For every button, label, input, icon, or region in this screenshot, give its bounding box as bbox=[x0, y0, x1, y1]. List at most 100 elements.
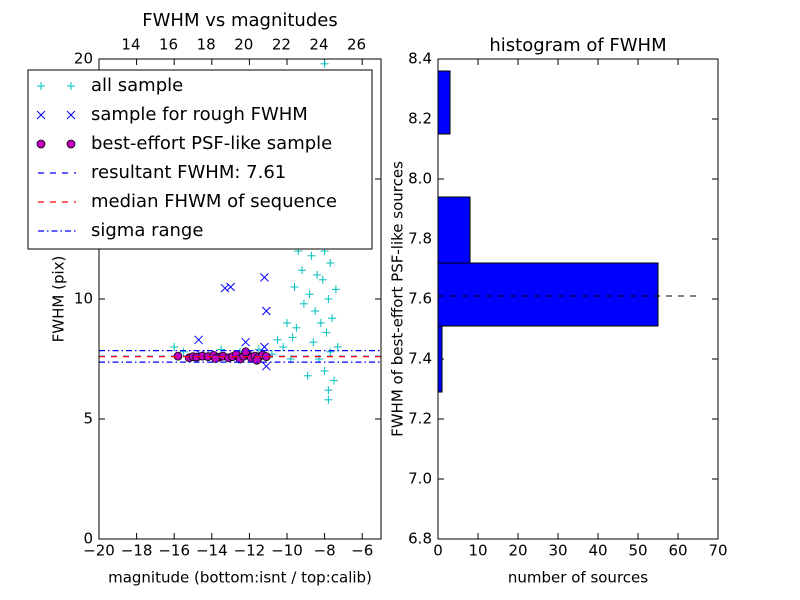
point bbox=[313, 271, 322, 279]
top-tick-label: 16 bbox=[159, 36, 178, 54]
point bbox=[66, 139, 76, 149]
marker-stroke bbox=[66, 110, 76, 120]
point bbox=[290, 283, 299, 291]
point bbox=[292, 323, 301, 332]
point bbox=[298, 266, 307, 275]
x-tick-label: 30 bbox=[548, 542, 567, 560]
x-tick-label: −10 bbox=[271, 542, 303, 560]
bar bbox=[438, 196, 471, 264]
y-axis-label: FWHM (pix) bbox=[50, 256, 68, 343]
y-tick-label: 8.2 bbox=[408, 110, 432, 128]
scatter-panel: −20−18−16−14−12−10−8−605101520magnitude … bbox=[27, 10, 382, 587]
point bbox=[179, 347, 188, 356]
y-tick-label: 0 bbox=[83, 530, 93, 548]
marker-stroke bbox=[36, 110, 46, 120]
legend: all sample sample for rough FWHM best-effo… bbox=[27, 69, 373, 250]
marker-dot bbox=[252, 355, 262, 365]
marker-stroke bbox=[261, 361, 271, 371]
top-tick-label: 22 bbox=[272, 36, 291, 54]
y-tick-label: 20 bbox=[74, 50, 93, 68]
legend-label: all sample bbox=[91, 75, 183, 96]
marker-dot bbox=[36, 139, 46, 149]
point bbox=[333, 343, 342, 351]
y-tick-label: 8.4 bbox=[408, 50, 432, 68]
y-tick-label: 6.8 bbox=[408, 530, 432, 548]
point bbox=[217, 345, 226, 354]
marker-dot bbox=[241, 347, 251, 357]
point bbox=[311, 307, 320, 315]
point bbox=[66, 110, 76, 120]
x-tick-label: −20 bbox=[83, 542, 115, 560]
x-tick-label: −18 bbox=[121, 542, 153, 560]
point bbox=[309, 338, 318, 347]
y-tick-label: 7.4 bbox=[408, 350, 432, 368]
top-tick-label: 18 bbox=[197, 36, 216, 54]
chart-title: histogram of FWHM bbox=[489, 35, 666, 56]
point bbox=[326, 259, 335, 267]
x-tick-label: 50 bbox=[628, 542, 647, 560]
point bbox=[260, 273, 269, 282]
point bbox=[273, 335, 282, 344]
point bbox=[303, 371, 312, 380]
y-tick-label: 7.8 bbox=[408, 230, 432, 248]
point bbox=[324, 386, 333, 395]
point bbox=[194, 335, 203, 345]
point bbox=[316, 319, 325, 327]
point bbox=[279, 343, 288, 351]
point bbox=[320, 367, 329, 375]
point bbox=[283, 319, 291, 327]
y-axis-label: FWHM of best-effort PSF-like sources bbox=[389, 161, 407, 437]
point bbox=[226, 282, 235, 292]
point bbox=[307, 251, 316, 260]
point bbox=[324, 395, 333, 404]
y-tick-label: 10 bbox=[74, 290, 93, 308]
plot-area bbox=[438, 70, 699, 393]
x-tick-label: 60 bbox=[668, 542, 687, 560]
point bbox=[67, 82, 75, 90]
y-tick-label: 5 bbox=[83, 410, 93, 428]
x-tick-label: −16 bbox=[158, 542, 190, 560]
marker-stroke bbox=[260, 273, 269, 282]
x-tick-label: −6 bbox=[351, 542, 373, 560]
axes-frame bbox=[437, 58, 719, 540]
point bbox=[241, 337, 250, 347]
x-tick-label: −12 bbox=[234, 542, 266, 560]
x-tick-label: 70 bbox=[708, 542, 727, 560]
y-tick-label: 7.0 bbox=[408, 470, 432, 488]
point bbox=[211, 354, 220, 363]
chart-title: FWHM vs magnitudes bbox=[142, 10, 337, 31]
point bbox=[330, 376, 338, 385]
y-tick-label: 8.0 bbox=[408, 170, 432, 188]
marker-stroke bbox=[241, 337, 250, 347]
legend-label: resultant FWHM: 7.61 bbox=[91, 162, 286, 183]
legend-label: sample for rough FWHM bbox=[91, 104, 308, 125]
y-tick-label: 7.2 bbox=[408, 410, 432, 428]
x-tick-label: −14 bbox=[196, 542, 228, 560]
legend-label: best-effort PSF-like sample bbox=[91, 133, 332, 154]
point bbox=[326, 347, 335, 356]
bar bbox=[438, 262, 659, 327]
point bbox=[305, 290, 314, 299]
point bbox=[288, 333, 297, 342]
x-tick-label: 40 bbox=[588, 542, 607, 560]
top-tick-label: 24 bbox=[309, 36, 328, 54]
marker-dot bbox=[211, 354, 220, 363]
top-tick-label: 26 bbox=[347, 36, 366, 54]
y-tick-label: 7.6 bbox=[408, 290, 432, 308]
legend-box bbox=[27, 69, 373, 250]
legend-label: median FHWM of sequence bbox=[91, 191, 337, 212]
point bbox=[241, 347, 251, 357]
point bbox=[331, 285, 340, 294]
point bbox=[261, 361, 271, 371]
point bbox=[36, 139, 46, 149]
x-axis-label: magnitude (bottom:isnt / top:calib) bbox=[108, 569, 372, 587]
top-tick-label: 20 bbox=[234, 36, 253, 54]
bar bbox=[438, 325, 443, 393]
x-tick-label: 0 bbox=[433, 542, 443, 560]
point bbox=[252, 355, 262, 365]
marker-stroke bbox=[220, 283, 230, 293]
marker-stroke bbox=[226, 282, 235, 292]
legend-label: sigma range bbox=[91, 220, 203, 241]
point bbox=[299, 299, 308, 308]
